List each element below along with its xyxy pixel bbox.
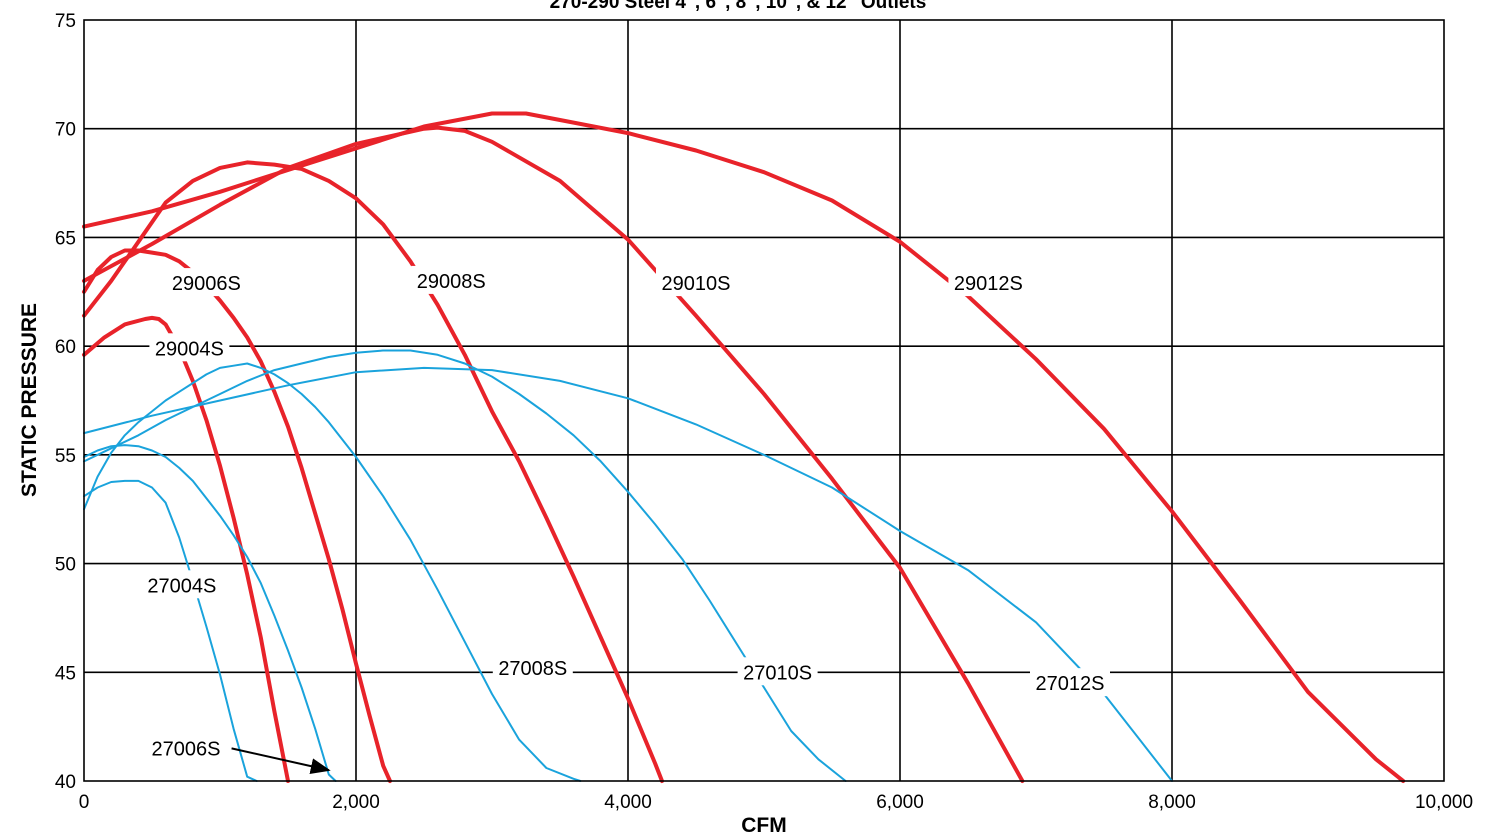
pointer-arrow-line — [231, 747, 331, 775]
series-lines — [82, 111, 1406, 783]
series-label-29006s: 29006S — [172, 273, 241, 295]
series-label-29004s: 29004S — [155, 338, 224, 360]
y-tick-label-1: 45 — [55, 663, 76, 684]
series-label-bg-27012s — [1030, 668, 1110, 697]
series-label-bg-27004s — [141, 570, 222, 599]
plot-frame — [83, 19, 1445, 782]
x-tick-label-3: 6,000 — [876, 792, 924, 813]
series-label-bg-27008s — [492, 652, 573, 681]
x-tick-label-4: 8,000 — [1148, 792, 1196, 813]
y-tick-label-5: 65 — [55, 228, 76, 249]
series-label-27004s: 27004S — [147, 575, 216, 597]
chart-title: 270-290 Steel 4", 6", 8", 10", & 12" Out… — [550, 0, 927, 13]
series-line-29012s — [82, 111, 1406, 783]
series-line-29004s — [82, 315, 290, 783]
x-axis-label: CFM — [741, 814, 787, 837]
series-label-bg-27006s — [146, 733, 226, 762]
pointer-arrow-27006s — [231, 747, 331, 775]
series-line-27004s — [83, 479, 258, 782]
y-tick-label-6: 70 — [55, 120, 76, 141]
series-line-29010s — [82, 125, 1025, 783]
series-labels: 29004S 29006S 29008S 29010S 29012S 27004S 2700… — [141, 265, 1110, 762]
series-label-bg-29008s — [411, 265, 492, 294]
series-label-27010s: 27010S — [743, 662, 812, 684]
y-axis-label: STATIC PRESSURE — [18, 303, 41, 497]
y-tick-label-4: 60 — [55, 337, 76, 358]
x-tick-label-5: 10,000 — [1415, 792, 1473, 813]
y-tick-label-3: 55 — [55, 446, 76, 467]
y-tick-labels: 40 45 50 55 60 65 70 75 — [55, 11, 76, 793]
series-label-bg-29012s — [948, 268, 1029, 297]
series-line-27012s — [83, 366, 1173, 782]
y-tick-label-0: 40 — [55, 772, 76, 793]
series-label-27006s: 27006S — [152, 738, 221, 760]
series-label-29008s: 29008S — [417, 271, 486, 293]
series-label-bg-29004s — [149, 333, 230, 362]
series-label-bg-27010s — [737, 657, 818, 686]
x-tick-label-2: 4,000 — [604, 792, 652, 813]
series-line-27008s — [83, 362, 582, 782]
series-line-29008s — [82, 160, 664, 783]
series-label-bg-29006s — [166, 268, 247, 297]
y-tick-label-2: 50 — [55, 555, 76, 576]
x-tick-labels: 0 2,000 4,000 6,000 8,000 10,000 — [79, 792, 1473, 813]
x-tick-label-1: 2,000 — [332, 792, 380, 813]
series-label-27012s: 27012S — [1036, 673, 1105, 695]
x-tick-label-0: 0 — [79, 792, 90, 813]
series-line-27010s — [83, 349, 847, 782]
series-label-29010s: 29010S — [662, 273, 731, 295]
series-line-29006s — [82, 248, 392, 783]
series-label-bg-29010s — [656, 268, 736, 297]
series-label-29012s: 29012S — [954, 273, 1023, 295]
y-tick-label-7: 75 — [55, 11, 76, 32]
series-label-27008s: 27008S — [498, 658, 567, 680]
series-line-27006s — [83, 444, 337, 782]
